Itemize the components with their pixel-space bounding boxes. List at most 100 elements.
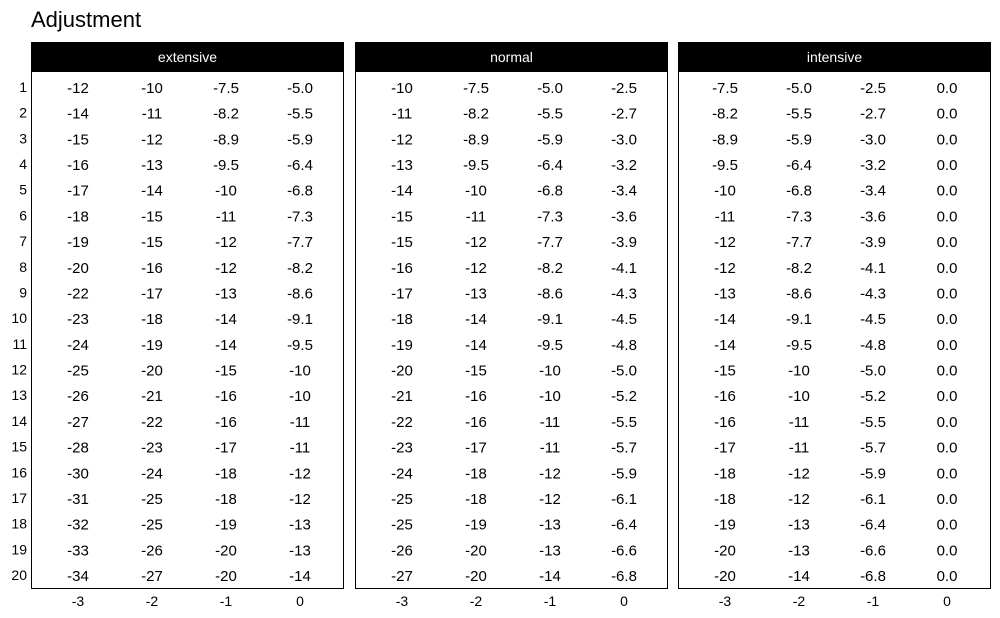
cell-value: -11	[715, 208, 736, 225]
cell-value: -34	[67, 568, 89, 585]
cell-value: -3.6	[860, 208, 886, 225]
cell-value: -6.8	[287, 183, 313, 200]
cell-value: -17	[141, 285, 163, 302]
cell-value: -9.5	[213, 157, 239, 174]
cell-value: -19	[141, 337, 163, 354]
cell-value: -5.9	[786, 131, 812, 148]
cell-value: -15	[465, 363, 487, 380]
x-tick-label: 0	[943, 593, 951, 609]
cell-value: -18	[391, 311, 413, 328]
cell-value: -7.5	[712, 80, 738, 97]
cell-value: -2.5	[611, 80, 637, 97]
panel-border	[31, 71, 344, 589]
cell-value: -13	[465, 285, 487, 302]
cell-value: -14	[215, 337, 237, 354]
cell-value: -9.5	[786, 337, 812, 354]
cell-value: -17	[67, 183, 89, 200]
cell-value: -25	[391, 517, 413, 534]
x-tick-label: -3	[719, 593, 732, 609]
cell-value: -6.1	[611, 491, 637, 508]
cell-value: 0.0	[937, 208, 958, 225]
x-tick-label: -2	[470, 593, 483, 609]
cell-value: -8.9	[463, 131, 489, 148]
cell-value: -11	[216, 208, 237, 225]
cell-value: -18	[465, 465, 487, 482]
cell-value: -5.0	[537, 80, 563, 97]
y-tick-label: 1	[19, 79, 27, 95]
cell-value: -11	[789, 440, 810, 457]
cell-value: -6.8	[786, 183, 812, 200]
cell-value: -25	[391, 491, 413, 508]
cell-value: -22	[141, 414, 163, 431]
cell-value: 0.0	[937, 337, 958, 354]
cell-value: -3.4	[611, 183, 637, 200]
cell-value: -19	[391, 337, 413, 354]
cell-value: -3.0	[860, 131, 886, 148]
cell-value: 0.0	[937, 414, 958, 431]
cell-value: -14	[391, 183, 413, 200]
cell-value: 0.0	[937, 440, 958, 457]
cell-value: -13	[539, 517, 561, 534]
y-tick-label: 15	[11, 439, 27, 455]
panel-border	[355, 71, 668, 589]
cell-value: -14	[465, 311, 487, 328]
cell-value: -14	[67, 106, 89, 123]
cell-value: -12	[391, 131, 413, 148]
cell-value: -13	[141, 157, 163, 174]
cell-value: -5.2	[860, 388, 886, 405]
cell-value: -12	[714, 234, 736, 251]
cell-value: 0.0	[937, 234, 958, 251]
cell-value: 0.0	[937, 517, 958, 534]
cell-value: -10	[391, 80, 413, 97]
cell-value: -15	[215, 363, 237, 380]
cell-value: -17	[465, 440, 487, 457]
cell-value: -7.5	[213, 80, 239, 97]
cell-value: -4.3	[860, 285, 886, 302]
y-tick-label: 10	[11, 310, 27, 326]
cell-value: -12	[788, 465, 810, 482]
cell-value: -4.5	[860, 311, 886, 328]
cell-value: -6.4	[537, 157, 563, 174]
cell-value: -10	[539, 388, 561, 405]
cell-value: -10	[465, 183, 487, 200]
cell-value: -9.5	[287, 337, 313, 354]
y-tick-label: 17	[11, 490, 27, 506]
cell-value: -16	[714, 388, 736, 405]
cell-value: -15	[391, 208, 413, 225]
y-tick-label: 16	[11, 464, 27, 480]
cell-value: -24	[391, 465, 413, 482]
cell-value: -16	[141, 260, 163, 277]
cell-value: -5.9	[537, 131, 563, 148]
cell-value: -13	[788, 542, 810, 559]
cell-value: -4.5	[611, 311, 637, 328]
cell-value: -7.3	[287, 208, 313, 225]
strip-background	[355, 42, 668, 71]
x-tick-label: -3	[72, 593, 85, 609]
cell-value: -6.6	[860, 542, 886, 559]
cell-value: -16	[215, 388, 237, 405]
cell-value: -7.7	[287, 234, 313, 251]
x-tick-label: -2	[793, 593, 806, 609]
cell-value: -23	[141, 440, 163, 457]
cell-value: -5.5	[860, 414, 886, 431]
cell-value: -8.2	[213, 106, 239, 123]
cell-value: -19	[67, 234, 89, 251]
cell-value: -8.2	[712, 106, 738, 123]
cell-value: -13	[539, 542, 561, 559]
cell-value: -3.9	[611, 234, 637, 251]
cell-value: -13	[391, 157, 413, 174]
cell-value: -20	[141, 363, 163, 380]
cell-value: 0.0	[937, 542, 958, 559]
cell-value: -13	[289, 517, 311, 534]
cell-value: -16	[391, 260, 413, 277]
cell-value: -11	[466, 208, 487, 225]
y-tick-label: 9	[19, 284, 27, 300]
x-tick-label: -3	[396, 593, 409, 609]
cell-value: -11	[142, 106, 163, 123]
cell-value: -33	[67, 542, 89, 559]
cell-value: -7.3	[786, 208, 812, 225]
cell-value: -27	[391, 568, 413, 585]
cell-value: -11	[540, 414, 561, 431]
cell-value: -20	[67, 260, 89, 277]
cell-value: -6.4	[786, 157, 812, 174]
